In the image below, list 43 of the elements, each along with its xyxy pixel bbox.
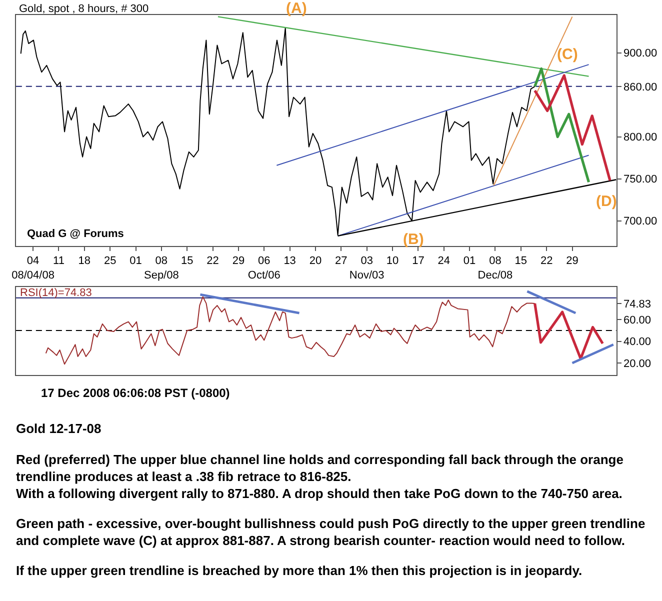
y-tick-label: 860.00 (623, 81, 658, 94)
annotation: (C) (557, 46, 578, 63)
x-tick-label: 13 (284, 255, 296, 268)
x-tick-label: 11 (53, 255, 64, 268)
text: 17 Dec 2008 06:06:08 PST (-0800) (41, 386, 230, 400)
text: Red (preferred) The upper blue channel line holds and corresponding fall back through the orange trendline produces at least a .38 fib retrace to 816-825. With a following divergent rally to 871-880. A drop should then take PoG down to the 740-750 area. (16, 452, 624, 501)
y-tick-label: 40.00 (623, 336, 652, 348)
x-tick-label: 01 (463, 255, 476, 268)
x-tick-label: 22 (206, 255, 219, 268)
y-tick-label: 750.00 (623, 174, 658, 186)
x-tick-label: 10 (386, 255, 399, 268)
chart-title: Gold, spot , 8 hours, # 300 (19, 3, 149, 15)
annotation: (A) (286, 0, 307, 17)
annotation: (B) (403, 231, 424, 248)
y-tick-label: 700.00 (623, 216, 658, 228)
x-tick-label: 27 (335, 255, 348, 268)
x-tick-label: 18 (78, 255, 91, 268)
x-tick-label: 29 (566, 255, 578, 268)
x-tick-label: 15 (514, 255, 528, 268)
text: Gold 12-17-08 (16, 421, 102, 436)
x-tick-label: 04 08/04/08 (12, 255, 54, 282)
x-tick-label: 29 (232, 255, 245, 268)
y-tick-label: 800.00 (623, 132, 658, 144)
text: Green path - excessive, over-bought bullishness could push PoG directly to the upper green trendline and complete wave (C) at approx 881-887. A strong bearish counter- reaction would need to follow. (16, 516, 646, 548)
x-tick-label: 08 Sep/08 (144, 255, 179, 282)
x-tick-label: 06 Oct/06 (248, 255, 280, 282)
annotation: Quad G @ Forums (27, 228, 124, 240)
x-tick-label: 15 (180, 255, 194, 268)
x-tick-label: 25 (104, 255, 116, 268)
y-tick-label: 20.00 (623, 358, 652, 370)
y-tick-label: 60.00 (623, 314, 652, 326)
y-tick-label: 74.83 (623, 298, 652, 310)
chart-title: RSI(14)=74.83 (20, 287, 92, 299)
x-tick-label: 03 Nov/03 (349, 255, 384, 282)
x-tick-label: 24 (438, 255, 450, 268)
x-tick-label: 17 (412, 255, 424, 268)
x-tick-label: 20 (309, 255, 322, 268)
x-tick-label: 08 Dec/08 (478, 255, 513, 282)
x-tick-label: 22 (540, 255, 553, 268)
text: If the upper green trendline is breached by more than 1% then this projection is in jeopardy. (16, 563, 582, 578)
x-tick-label: 01 (130, 255, 142, 268)
annotation: (D) (596, 193, 617, 210)
y-tick-label: 900.00 (623, 48, 658, 60)
